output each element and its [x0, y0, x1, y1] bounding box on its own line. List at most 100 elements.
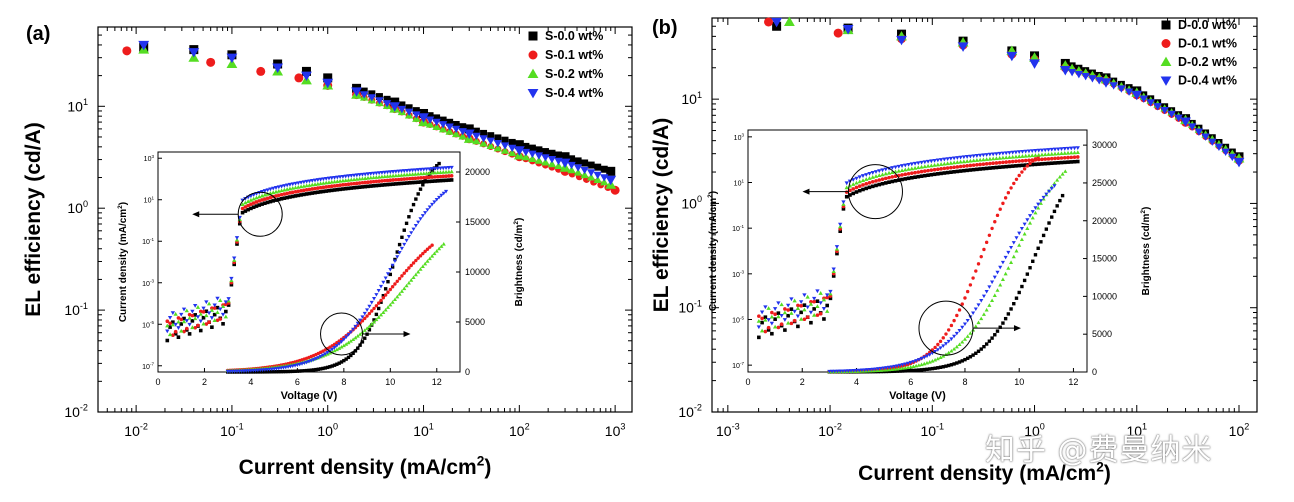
inset-brightness-point: [936, 366, 940, 370]
inset-brightness-point: [341, 337, 346, 342]
inset-current-point: [766, 306, 771, 310]
legend-label: D-0.4 wt%: [1178, 74, 1237, 88]
inset-brightness-point: [949, 337, 954, 341]
inset-x-tick-label: 12: [432, 377, 442, 387]
inset-brightness-point: [372, 319, 377, 324]
inset-current-point: [994, 165, 999, 170]
inset-current-point: [257, 194, 262, 199]
inset-brightness-point: [900, 363, 905, 367]
data-point-dense: [586, 169, 596, 177]
inset-right-tick-label: 20000: [1092, 216, 1117, 226]
inset-x-axis-title: Voltage (V): [281, 390, 338, 402]
inset-current-point: [307, 187, 312, 192]
inset-brightness-point: [351, 337, 356, 342]
inset-current-point: [1023, 158, 1028, 163]
data-point-dense: [567, 165, 576, 174]
inset-brightness-point: [284, 369, 288, 374]
inset-brightness-point: [406, 235, 411, 239]
inset-current-point: [812, 307, 816, 311]
inset-brightness-point: [356, 346, 360, 350]
inset-current-point: [310, 179, 315, 183]
inset-current-point: [1020, 158, 1025, 163]
inset-current-point: [232, 256, 237, 261]
inset-brightness-point: [1006, 312, 1011, 316]
inset-current-point: [870, 175, 875, 179]
inset-brightness-point: [1025, 164, 1030, 168]
data-point-dense: [554, 157, 563, 166]
inset-brightness-point: [1060, 193, 1065, 198]
inset-current-point: [825, 303, 829, 308]
inset-current-point: [265, 196, 270, 201]
inset-current-point: [789, 297, 794, 302]
data-point: [1180, 117, 1191, 127]
inset-brightness-point: [374, 317, 379, 322]
inset-brightness-point: [971, 311, 976, 316]
inset-brightness-point: [332, 346, 337, 350]
data-point-dense: [600, 178, 609, 186]
inset-current-point: [789, 321, 794, 326]
inset-brightness-point: [955, 313, 959, 318]
inset-current-point: [799, 310, 803, 315]
inset-current-point: [371, 184, 376, 188]
inset-brightness-point: [1033, 210, 1038, 215]
inset-left-axis-title: Current density (mA/cm2): [707, 191, 719, 311]
inset-current-point: [349, 186, 354, 190]
data-point-dense: [1208, 138, 1217, 146]
inset-brightness-point: [311, 358, 316, 362]
annotation-circle: [237, 191, 283, 237]
inset-brightness-point: [290, 364, 295, 369]
inset-brightness-point: [884, 366, 889, 370]
inset-current-point: [1000, 151, 1006, 156]
inset-current-point: [809, 300, 813, 304]
inset-current-point: [249, 206, 253, 211]
inset-brightness-point: [868, 367, 873, 372]
inset-current-point: [446, 166, 452, 170]
inset-current-point: [1017, 154, 1022, 159]
inset-current-point: [234, 236, 240, 240]
x-tick-label: 10-3: [716, 422, 740, 439]
inset-brightness-point: [870, 367, 875, 372]
inset-brightness-point: [300, 369, 304, 373]
inset-x-tick-label: 6: [908, 377, 913, 387]
data-point-dense: [587, 161, 595, 169]
inset-current-point: [974, 158, 980, 162]
inset-current-point: [307, 191, 312, 196]
inset-current-point: [181, 307, 187, 312]
inset-current-point: [263, 201, 267, 206]
inset-current-point: [1053, 161, 1057, 165]
inset-brightness-point: [990, 226, 994, 231]
data-point-dense: [548, 149, 556, 157]
inset-brightness-point: [372, 297, 377, 301]
inset-brightness-point: [309, 359, 314, 363]
inset-brightness-point: [302, 361, 307, 366]
inset-current-point: [399, 169, 404, 174]
inset-brightness-point: [399, 289, 404, 293]
inset-current-point: [268, 187, 273, 192]
legend-marker: [1161, 20, 1171, 30]
inset-brightness-point: [979, 347, 983, 351]
inset-current-point: [318, 177, 323, 182]
inset-current-point: [880, 168, 885, 173]
inset-right-tick-label: 15000: [465, 217, 490, 227]
inset-current-point: [430, 175, 434, 179]
inset-brightness-point: [1041, 195, 1046, 200]
inset-brightness-point: [395, 255, 400, 259]
inset-brightness-point: [379, 298, 383, 303]
inset-brightness-point: [952, 346, 957, 351]
inset-frame: [747, 129, 1088, 373]
inset-current-point: [190, 325, 195, 330]
inset-brightness-point: [1033, 253, 1038, 257]
inset-current-point: [1062, 160, 1067, 165]
inset-brightness-point: [925, 367, 929, 371]
inset-current-point: [198, 311, 203, 316]
inset-current-point: [433, 179, 437, 183]
inset-current-point: [424, 175, 429, 180]
data-point: [833, 28, 843, 38]
inset-current-point: [951, 156, 957, 161]
inset-brightness-point: [1063, 169, 1068, 173]
inset-current-point: [1017, 150, 1022, 155]
inset-brightness-point: [409, 208, 413, 213]
inset-x-axis-title: Voltage (V): [889, 390, 946, 402]
inset-current-point: [260, 202, 264, 206]
inset-current-point: [1010, 154, 1015, 159]
